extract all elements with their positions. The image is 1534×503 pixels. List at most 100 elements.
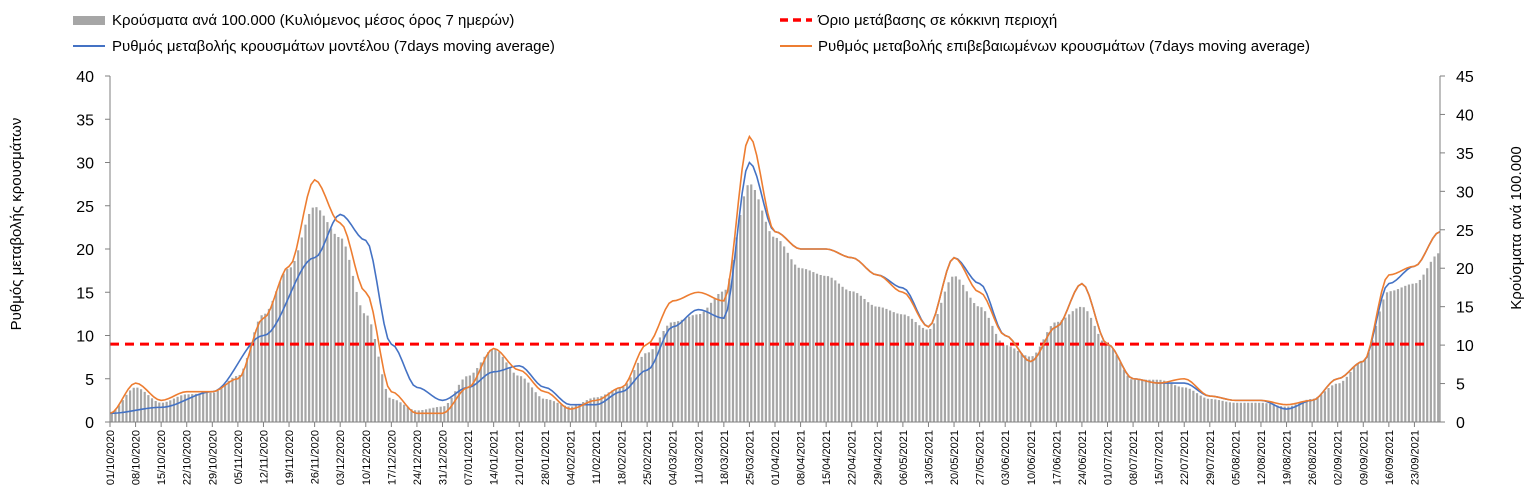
bar: [501, 356, 504, 422]
bar: [1170, 383, 1173, 422]
bar: [1206, 398, 1210, 422]
bar: [848, 291, 851, 422]
x-tick-label: 18/03/2021: [719, 430, 731, 485]
x-tick-label: 20/05/2021: [949, 430, 961, 485]
right-axis-ticks: 0 5 10 15 20 25 30 35 40 45: [1440, 69, 1474, 432]
bar: [530, 387, 534, 422]
bar: [1027, 356, 1031, 422]
bar: [1049, 326, 1052, 422]
bar: [841, 286, 844, 422]
x-tick-label: 29/04/2021: [872, 430, 884, 485]
bar: [1093, 325, 1096, 422]
bar: [1312, 398, 1316, 422]
bar: [1046, 332, 1049, 422]
bar: [954, 276, 957, 422]
right-tick-label: 25: [1456, 223, 1474, 240]
bar: [256, 321, 260, 422]
bar: [483, 356, 486, 422]
left-tick-label: 10: [76, 329, 94, 346]
x-tick-label: 04/03/2021: [668, 430, 680, 485]
bar: [1407, 284, 1411, 422]
bar: [446, 402, 450, 422]
left-axis-title: Ρυθμός μεταβολής κρουσμάτων: [8, 118, 25, 331]
left-tick-label: 5: [85, 372, 94, 389]
bar: [1119, 362, 1122, 422]
bar: [808, 270, 811, 422]
bar: [947, 282, 950, 422]
bar: [1360, 360, 1363, 422]
bar: [359, 305, 362, 422]
right-tick-label: 35: [1456, 146, 1474, 163]
x-tick-label: 22/07/2021: [1179, 430, 1191, 485]
x-tick-label: 11/02/2021: [591, 430, 603, 484]
bar: [699, 314, 702, 422]
confirmed-line: [109, 134, 1441, 415]
bar: [355, 291, 358, 422]
bar: [702, 311, 705, 422]
bar: [311, 207, 314, 422]
bar: [852, 291, 855, 422]
bar: [264, 313, 267, 422]
right-tick-label: 40: [1456, 107, 1474, 124]
bar: [644, 353, 647, 422]
bar: [370, 324, 373, 422]
bar: [1053, 322, 1056, 422]
bar: [406, 407, 409, 422]
bar: [348, 259, 351, 422]
bar: [1075, 308, 1078, 422]
bar: [143, 391, 146, 422]
bar: [636, 362, 640, 422]
x-axis-ticks: 01/10/2020 08/10/2020 15/10/2020 22/10/2020…: [105, 422, 1421, 485]
bar: [874, 306, 877, 422]
bar: [194, 393, 197, 422]
bar: [224, 384, 227, 422]
right-tick-label: 45: [1456, 69, 1474, 86]
bar: [717, 294, 720, 422]
bar: [724, 289, 727, 422]
bar: [202, 393, 205, 422]
bar: [666, 325, 669, 422]
left-tick-label: 0: [85, 415, 94, 432]
x-tick-label: 16/09/2021: [1384, 430, 1396, 485]
bar: [231, 377, 234, 422]
x-tick-label: 24/12/2020: [412, 430, 424, 485]
bar: [673, 321, 676, 422]
bar: [1005, 345, 1009, 422]
bar: [139, 389, 143, 422]
bar: [812, 272, 815, 422]
x-tick-label: 19/08/2021: [1282, 430, 1294, 485]
bar: [245, 357, 249, 422]
bar: [607, 392, 610, 422]
bar: [1133, 379, 1136, 422]
legend: Κρούσματα ανά 100.000 (Κυλιόμενος μέσος …: [73, 12, 1310, 55]
bar: [337, 237, 340, 422]
bar: [1108, 345, 1111, 422]
bar: [940, 302, 943, 422]
x-tick-label: 26/08/2021: [1307, 430, 1319, 485]
bar: [187, 394, 190, 422]
bar: [1418, 279, 1421, 422]
bar: [1393, 290, 1396, 422]
bar: [962, 284, 965, 422]
bar: [461, 379, 464, 422]
left-tick-label: 15: [76, 285, 94, 302]
bar: [403, 404, 406, 422]
bar: [1221, 400, 1224, 422]
bar: [516, 375, 519, 422]
bar: [377, 356, 380, 422]
bar: [684, 318, 687, 422]
bar: [1331, 385, 1334, 422]
bar: [1287, 406, 1290, 422]
x-tick-label: 12/11/2020: [259, 430, 271, 484]
bar: [472, 372, 475, 422]
bar: [505, 362, 508, 422]
bar: [1301, 401, 1305, 422]
bar: [121, 400, 124, 422]
x-tick-label: 26/11/2020: [310, 430, 322, 484]
right-tick-label: 0: [1456, 415, 1465, 432]
bar: [980, 307, 983, 422]
x-tick-label: 25/02/2021: [642, 430, 654, 485]
bar: [388, 397, 391, 422]
bar: [823, 275, 826, 422]
bar: [381, 374, 384, 422]
